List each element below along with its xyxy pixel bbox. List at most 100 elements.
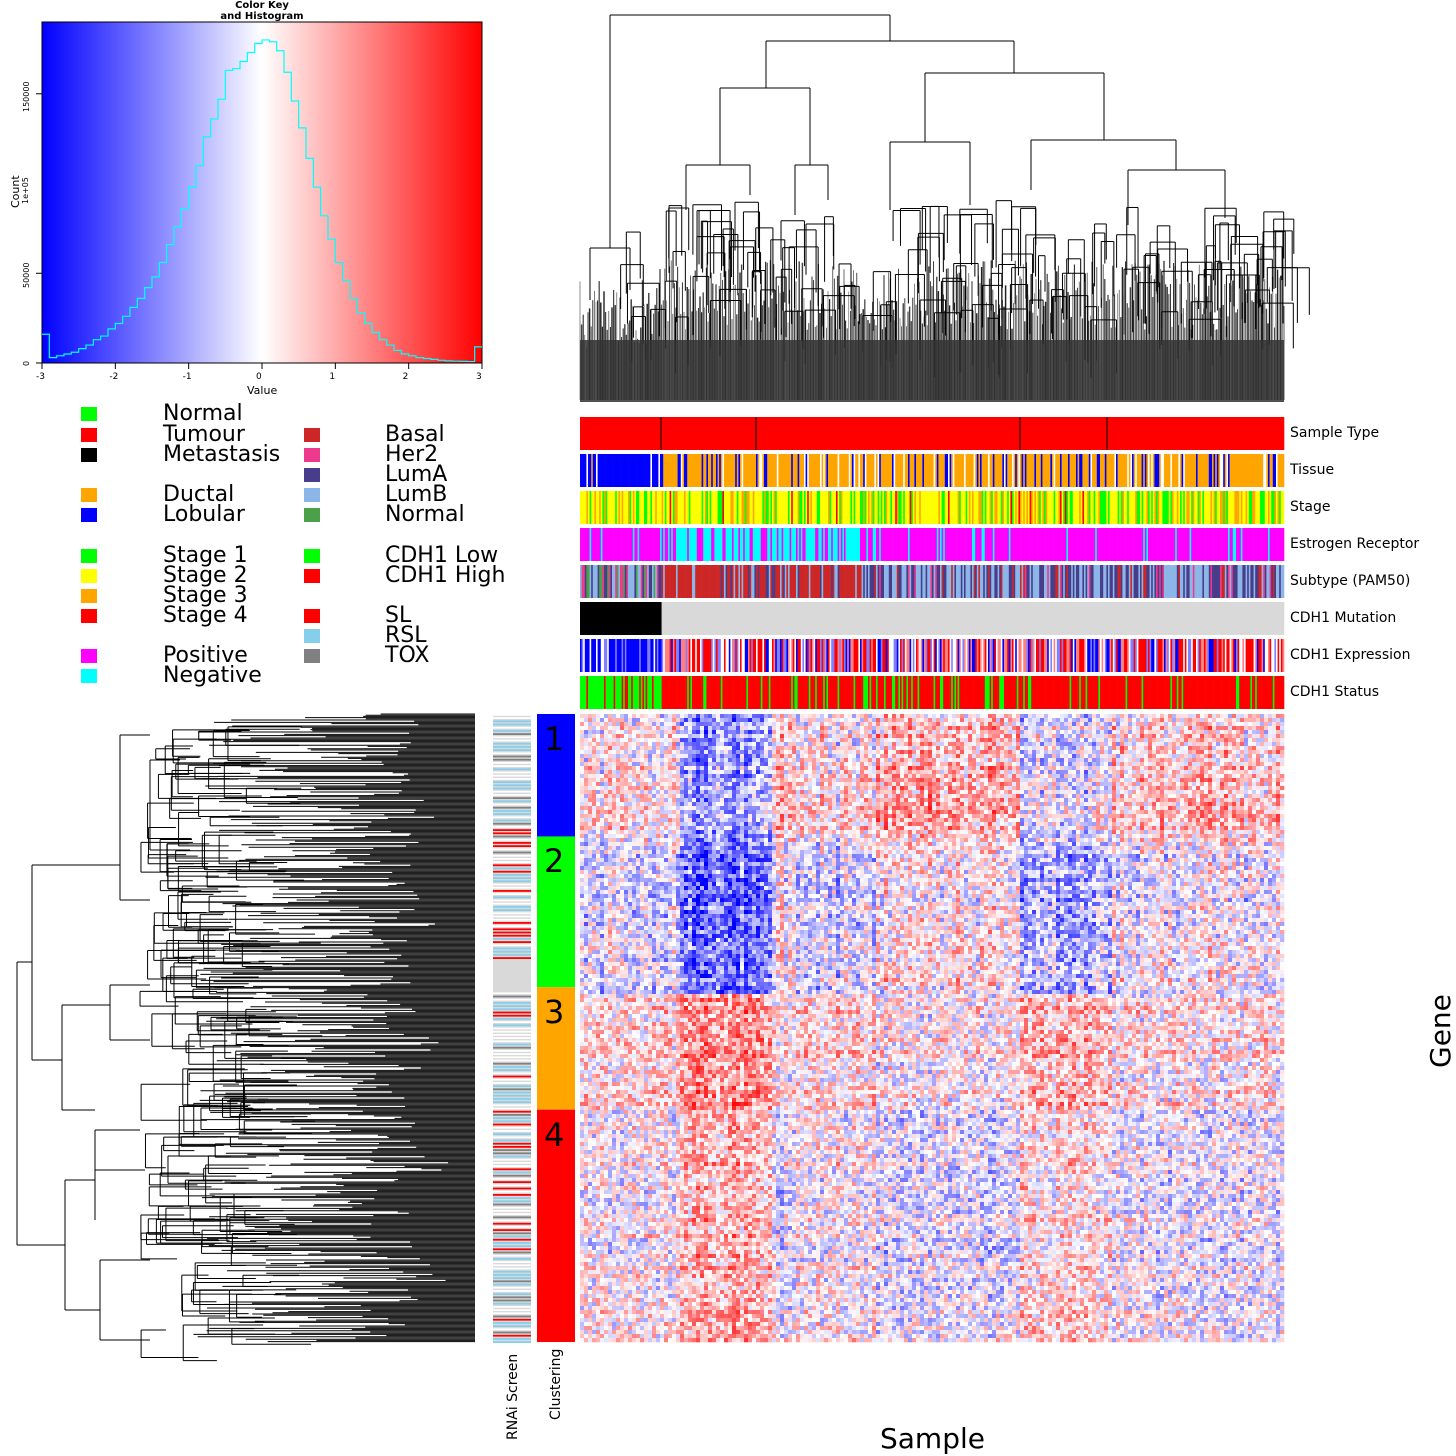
track-cell bbox=[914, 565, 917, 598]
track-cell bbox=[735, 676, 738, 709]
track-cell bbox=[880, 639, 883, 672]
track-cell bbox=[613, 676, 616, 709]
rnai-mark bbox=[493, 1200, 531, 1203]
track-cell bbox=[876, 454, 878, 487]
track-cell bbox=[682, 454, 685, 487]
track-cell bbox=[818, 528, 821, 561]
heatmap-cell bbox=[1276, 714, 1281, 719]
track-cell bbox=[1192, 528, 1195, 561]
track-cell bbox=[690, 565, 693, 598]
track-cell bbox=[1040, 528, 1043, 561]
track-cell bbox=[1151, 454, 1154, 487]
track-cell bbox=[911, 491, 914, 524]
track-cell bbox=[708, 528, 710, 561]
track-cell bbox=[580, 417, 1285, 450]
track-cell bbox=[1016, 676, 1019, 709]
track-cell bbox=[580, 565, 582, 598]
track-cell bbox=[1136, 676, 1139, 709]
track-cell bbox=[1216, 676, 1219, 709]
rnai-mark bbox=[493, 877, 531, 879]
track-cell bbox=[632, 565, 635, 598]
track-cell bbox=[1076, 528, 1078, 561]
track-cell bbox=[962, 676, 965, 709]
heatmap-cell bbox=[760, 714, 765, 719]
track-cell bbox=[960, 639, 963, 672]
track-cell bbox=[1194, 676, 1197, 709]
track-cell bbox=[1223, 454, 1226, 487]
track-cell bbox=[1271, 639, 1274, 672]
track-cell bbox=[1103, 676, 1106, 709]
track-cell bbox=[839, 639, 842, 672]
track-cell bbox=[1023, 454, 1026, 487]
track-cell bbox=[1247, 565, 1250, 598]
track-cell bbox=[802, 676, 805, 709]
rnai-mark bbox=[493, 950, 531, 953]
rnai-mark bbox=[493, 1322, 531, 1324]
heatmap-cell bbox=[1016, 714, 1021, 719]
track-cell bbox=[949, 491, 952, 524]
track-cell bbox=[600, 676, 603, 709]
track-cell bbox=[1220, 565, 1222, 598]
track-cell bbox=[887, 491, 890, 524]
track-cell bbox=[1124, 491, 1126, 524]
track-cell bbox=[876, 676, 878, 709]
track-cell bbox=[1242, 639, 1245, 672]
track-cell bbox=[588, 491, 590, 524]
track-cell bbox=[1082, 454, 1085, 487]
track-cell bbox=[1136, 454, 1139, 487]
track-cell bbox=[583, 528, 586, 561]
track-cell bbox=[1263, 676, 1266, 709]
track-cell bbox=[1192, 639, 1195, 672]
track-cell bbox=[1202, 454, 1205, 487]
track-cell bbox=[877, 454, 880, 487]
track-cell bbox=[972, 528, 974, 561]
track-cell bbox=[1188, 491, 1190, 524]
track-cell bbox=[620, 528, 622, 561]
track-cell bbox=[938, 491, 941, 524]
track-cell bbox=[788, 491, 790, 524]
track-cell bbox=[1148, 454, 1150, 487]
track-cell bbox=[676, 565, 678, 598]
track-cell bbox=[1226, 676, 1229, 709]
track-cell bbox=[1173, 491, 1176, 524]
track-cell bbox=[743, 528, 746, 561]
track-cell bbox=[1044, 528, 1046, 561]
heatmap-cell bbox=[1072, 714, 1077, 719]
track-cell bbox=[674, 528, 677, 561]
heatmap-cell bbox=[636, 714, 641, 719]
rnai-mark bbox=[493, 1085, 531, 1087]
rnai-mark bbox=[493, 934, 531, 937]
track-cell bbox=[599, 676, 602, 709]
heatmap-cell bbox=[600, 714, 605, 719]
track-cell bbox=[901, 454, 904, 487]
track-cell bbox=[903, 676, 906, 709]
track-cell bbox=[1228, 639, 1230, 672]
track-cell bbox=[746, 528, 749, 561]
rnai-mark bbox=[493, 1219, 531, 1222]
track-cell bbox=[1160, 454, 1163, 487]
track-cell bbox=[1210, 454, 1213, 487]
track-cell bbox=[760, 565, 763, 598]
track-cell bbox=[1200, 639, 1203, 672]
track-cell bbox=[1039, 491, 1042, 524]
track-cell bbox=[1061, 528, 1064, 561]
track-cell bbox=[880, 565, 883, 598]
track-cell bbox=[1135, 639, 1138, 672]
track-cell bbox=[581, 528, 584, 561]
track-cell bbox=[904, 528, 907, 561]
track-cell bbox=[805, 491, 808, 524]
track-cell bbox=[1272, 676, 1275, 709]
track-cell bbox=[1056, 565, 1059, 598]
track-cell bbox=[1072, 639, 1075, 672]
track-cell bbox=[1127, 639, 1130, 672]
track-cell bbox=[1151, 639, 1154, 672]
track-cell bbox=[1232, 528, 1235, 561]
track-cell bbox=[655, 676, 658, 709]
track-cell bbox=[978, 528, 981, 561]
heatmap-cell bbox=[968, 714, 973, 719]
track-cell bbox=[759, 528, 762, 561]
track-cell bbox=[679, 639, 682, 672]
track-cell bbox=[879, 528, 882, 561]
track-cell bbox=[602, 491, 605, 524]
track-cell bbox=[1045, 528, 1048, 561]
